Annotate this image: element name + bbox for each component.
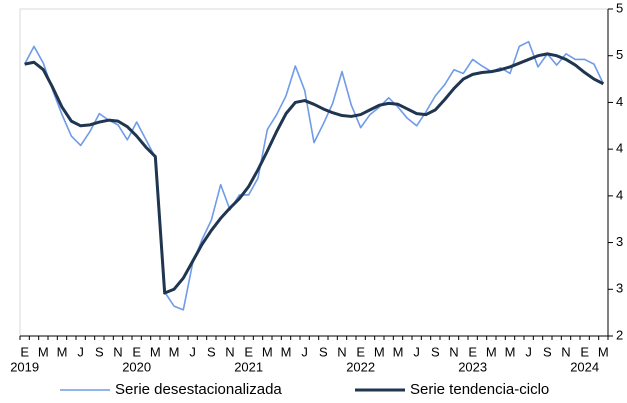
y-tick-label: 2 — [616, 327, 623, 342]
x-tick-label: M — [57, 344, 68, 359]
x-tick-label: E — [20, 344, 29, 359]
x-tick-label: M — [150, 344, 161, 359]
year-label: 2021 — [234, 359, 263, 374]
x-tick-label: M — [486, 344, 497, 359]
x-tick-label: N — [449, 344, 458, 359]
plot-frame — [19, 8, 609, 337]
x-tick-label: E — [244, 344, 253, 359]
year-label: 2022 — [346, 359, 375, 374]
x-tick-label: J — [301, 344, 308, 359]
x-tick-label: S — [207, 344, 216, 359]
year-label: 2020 — [122, 359, 151, 374]
x-tick-label: J — [77, 344, 84, 359]
legend-label: Serie desestacionalizada — [115, 381, 282, 398]
x-tick-label: S — [543, 344, 552, 359]
y-tick-label: 4 — [616, 141, 623, 156]
x-tick-label: N — [561, 344, 570, 359]
y-tick-label: 3 — [616, 281, 623, 296]
series-line — [24, 52, 605, 295]
x-tick-label: J — [413, 344, 420, 359]
x-tick-label: M — [38, 344, 49, 359]
y-tick-label: 5 — [616, 0, 623, 15]
x-tick-label: M — [262, 344, 273, 359]
y-tick-label: 4 — [616, 187, 623, 202]
x-tick-label: J — [189, 344, 196, 359]
x-tick-label: E — [356, 344, 365, 359]
x-tick-label: M — [281, 344, 292, 359]
y-tick-label: 3 — [616, 234, 623, 249]
x-tick-label: M — [393, 344, 404, 359]
x-tick-label: S — [95, 344, 104, 359]
x-tick-label: E — [132, 344, 141, 359]
x-tick-label: E — [580, 344, 589, 359]
x-tick-label: N — [225, 344, 234, 359]
y-tick-label: 5 — [616, 47, 623, 62]
x-tick-label: N — [113, 344, 122, 359]
x-tick-label: M — [169, 344, 180, 359]
y-tick-label: 4 — [616, 94, 623, 109]
year-label: 2019 — [10, 359, 39, 374]
x-tick-label: M — [505, 344, 516, 359]
x-tick-label: M — [374, 344, 385, 359]
year-label: 2024 — [570, 359, 599, 374]
year-label: 2023 — [458, 359, 487, 374]
x-tick-label: N — [337, 344, 346, 359]
x-tick-label: E — [468, 344, 477, 359]
x-tick-label: S — [431, 344, 440, 359]
series-line — [23, 40, 605, 311]
x-tick-label: J — [525, 344, 532, 359]
legend-label: Serie tendencia-ciclo — [410, 381, 549, 398]
x-tick-label: M — [598, 344, 609, 359]
x-tick-label: S — [319, 344, 328, 359]
